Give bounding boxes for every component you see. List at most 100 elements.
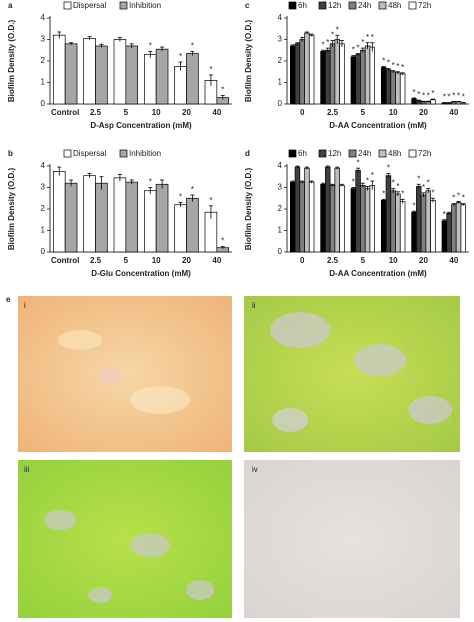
bar bbox=[155, 183, 169, 253]
bar bbox=[390, 190, 396, 253]
significance-star: * bbox=[452, 92, 455, 101]
significance-star: * bbox=[366, 33, 369, 42]
x-axis-title: D-Asp Concentration (mM) bbox=[90, 121, 192, 130]
legend-swatch bbox=[378, 1, 387, 10]
bar bbox=[186, 53, 199, 105]
bar bbox=[385, 69, 392, 105]
x-tick-label: 20 bbox=[419, 108, 428, 117]
panel-letter: a bbox=[8, 1, 13, 10]
bar bbox=[380, 200, 387, 253]
bar bbox=[294, 166, 301, 253]
panel-letter: b bbox=[8, 149, 13, 158]
y-tick-label: 1 bbox=[41, 226, 46, 235]
significance-star: * bbox=[427, 179, 430, 188]
bar bbox=[355, 54, 361, 105]
bar bbox=[334, 39, 340, 105]
significance-star: * bbox=[209, 196, 212, 205]
x-tick-label: 40 bbox=[449, 108, 458, 117]
significance-star: * bbox=[371, 33, 374, 42]
significance-star: * bbox=[326, 38, 329, 47]
significance-star: * bbox=[221, 86, 224, 95]
panel-letter: c bbox=[245, 1, 250, 10]
significance-star: * bbox=[361, 38, 364, 47]
significance-star: * bbox=[462, 93, 465, 102]
bar bbox=[460, 204, 467, 253]
bar bbox=[329, 43, 336, 105]
y-tick-label: 2 bbox=[278, 56, 283, 65]
legend-label: 6h bbox=[298, 1, 307, 10]
legend-swatch bbox=[119, 149, 128, 158]
legend-label: 24h bbox=[358, 149, 371, 158]
x-tick-label: 10 bbox=[389, 108, 398, 117]
bar bbox=[95, 45, 108, 105]
significance-star: * bbox=[443, 210, 446, 219]
x-tick-label: 40 bbox=[212, 256, 221, 265]
y-axis-title: Biofilm Density (O.D.) bbox=[244, 168, 253, 251]
bar bbox=[390, 71, 396, 105]
significance-star: * bbox=[392, 61, 395, 70]
bar bbox=[339, 185, 345, 253]
panel-letter: e bbox=[6, 295, 11, 304]
x-axis-title: D-AA Concentration (mM) bbox=[329, 269, 427, 278]
legend-label: 48h bbox=[388, 149, 401, 158]
y-tick-label: 1 bbox=[278, 78, 283, 87]
legend-label: 12h bbox=[328, 1, 341, 10]
y-axis-title: Biofilm Density (O.D.) bbox=[244, 20, 253, 103]
legend-label: Inhibition bbox=[129, 1, 161, 10]
significance-star: * bbox=[221, 237, 224, 246]
legend-swatch bbox=[348, 149, 357, 158]
significance-star: * bbox=[321, 40, 324, 49]
bar bbox=[364, 188, 371, 253]
significance-star: * bbox=[366, 177, 369, 186]
bar bbox=[416, 186, 422, 253]
significance-star: * bbox=[462, 194, 465, 203]
x-tick-label: 5 bbox=[361, 108, 366, 117]
y-tick-label: 3 bbox=[41, 183, 46, 192]
legend-swatch bbox=[408, 1, 417, 10]
significance-star: * bbox=[452, 194, 455, 203]
significance-star: * bbox=[149, 41, 152, 50]
x-tick-label: 20 bbox=[182, 256, 191, 265]
bar bbox=[83, 175, 96, 253]
micrograph: i bbox=[18, 296, 232, 452]
significance-star: * bbox=[443, 93, 446, 102]
legend-swatch bbox=[288, 1, 297, 10]
bar bbox=[304, 32, 310, 105]
significance-star: * bbox=[431, 188, 434, 197]
bar bbox=[350, 56, 357, 105]
x-tick-label: 5 bbox=[124, 256, 129, 265]
significance-star: * bbox=[209, 65, 212, 74]
legend-label: 6h bbox=[298, 149, 307, 158]
legend-label: Inhibition bbox=[129, 149, 161, 158]
bar bbox=[325, 166, 331, 253]
legend-label: 12h bbox=[328, 149, 341, 158]
bar bbox=[360, 49, 366, 105]
y-tick-label: 4 bbox=[41, 13, 46, 22]
bar bbox=[174, 204, 187, 253]
bar bbox=[399, 73, 406, 105]
y-tick-label: 1 bbox=[41, 78, 46, 87]
legend-swatch bbox=[119, 1, 128, 10]
x-tick-label: 40 bbox=[212, 108, 221, 117]
significance-star: * bbox=[352, 46, 355, 55]
significance-star: * bbox=[412, 88, 415, 97]
x-tick-label: Control bbox=[51, 108, 79, 117]
bar bbox=[155, 48, 169, 105]
legend-label: 24h bbox=[358, 1, 371, 10]
legend-label: 72h bbox=[418, 1, 431, 10]
bar bbox=[294, 43, 301, 105]
x-tick-label: 10 bbox=[152, 108, 161, 117]
x-tick-label: 2.5 bbox=[327, 108, 339, 117]
legend-swatch bbox=[378, 149, 387, 158]
significance-star: * bbox=[387, 59, 390, 68]
x-tick-label: 2.5 bbox=[327, 256, 339, 265]
bar bbox=[304, 167, 310, 253]
panel-letter: d bbox=[245, 149, 250, 158]
legend-swatch bbox=[408, 149, 417, 158]
significance-star: * bbox=[401, 189, 404, 198]
image-label: iv bbox=[252, 465, 258, 474]
bar bbox=[411, 98, 417, 105]
x-tick-label: 2.5 bbox=[90, 256, 102, 265]
bar bbox=[64, 182, 78, 253]
bar bbox=[52, 171, 66, 253]
